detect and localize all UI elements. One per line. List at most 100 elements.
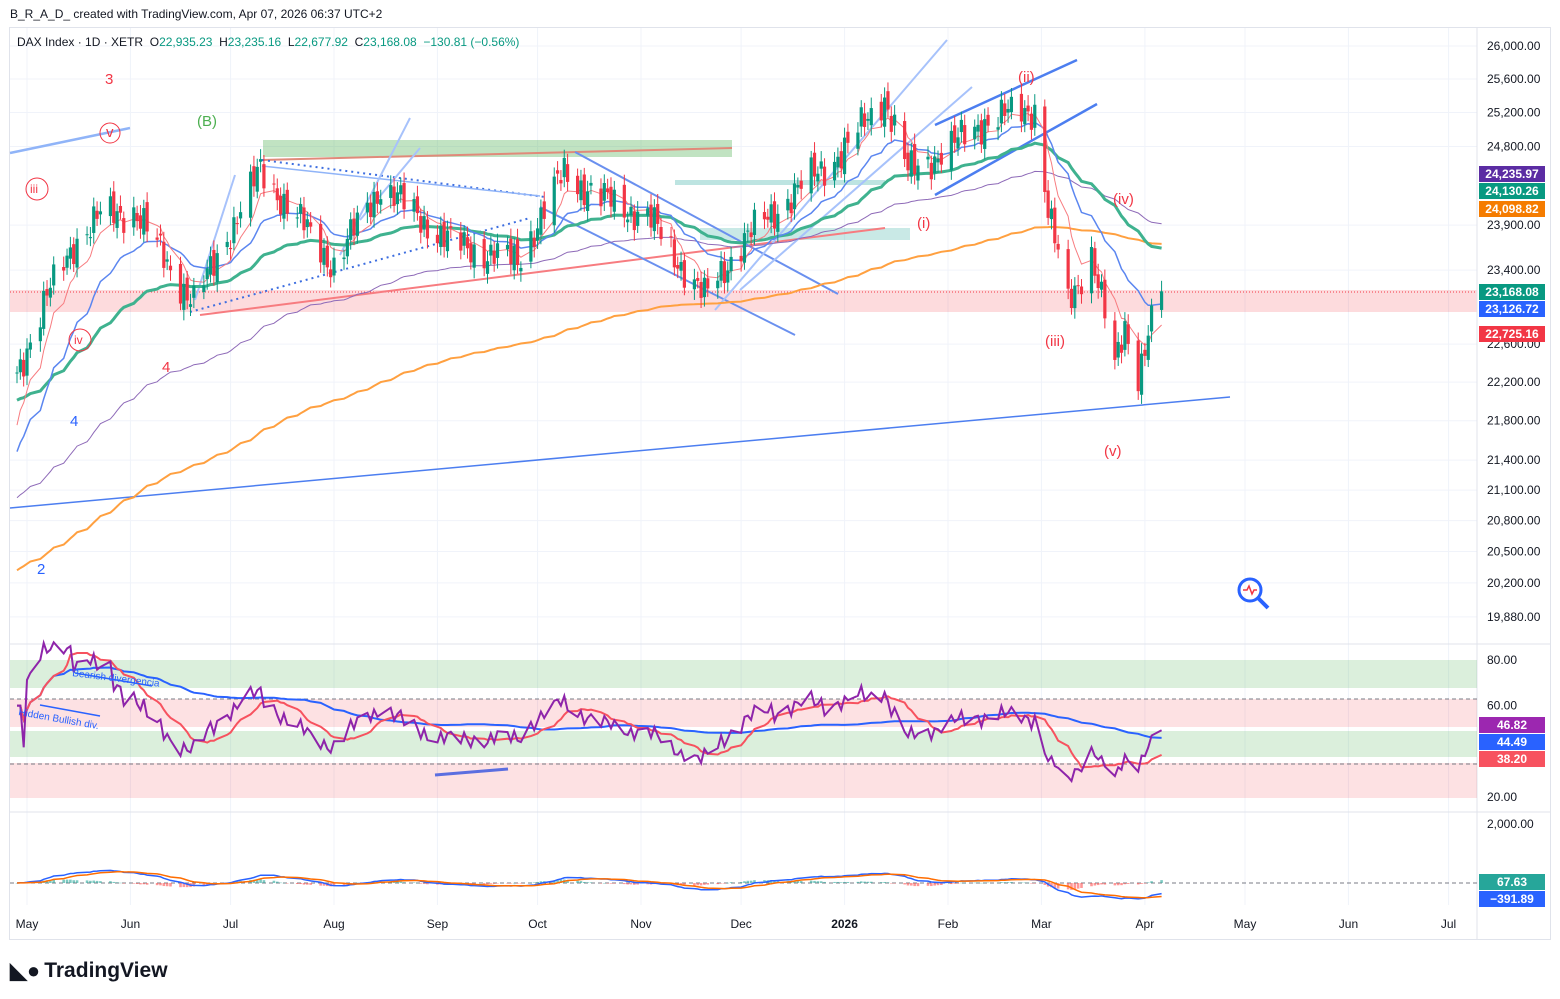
macd-histogram-bar xyxy=(749,880,753,883)
macd-histogram-bar xyxy=(866,881,870,883)
candle-body xyxy=(1009,96,1014,113)
trendline xyxy=(574,151,839,295)
candle-body xyxy=(442,221,446,247)
candle-body xyxy=(676,265,680,269)
price-badge: 44.49 xyxy=(1479,734,1545,750)
macd-histogram-bar xyxy=(576,880,579,883)
candle-body xyxy=(1069,288,1074,309)
candle-body xyxy=(1046,190,1050,218)
candle-body xyxy=(716,280,720,289)
candle-body xyxy=(739,255,743,262)
wave-label: (i) xyxy=(917,215,930,232)
candle-body xyxy=(933,156,937,174)
ma-20 xyxy=(16,121,1162,452)
macd-histogram-bar xyxy=(1003,882,1007,883)
macd-histogram-bar xyxy=(746,880,750,883)
candle-body xyxy=(776,213,780,232)
macd-histogram-bar xyxy=(1006,882,1010,883)
candle-body xyxy=(656,203,660,224)
macd-histogram-bar xyxy=(926,883,930,886)
macd-histogram-bar xyxy=(1050,883,1053,888)
candle-body xyxy=(719,260,723,281)
candle-body xyxy=(435,234,440,244)
macd-histogram-bar xyxy=(883,881,886,883)
candle-body xyxy=(1126,324,1130,344)
macd-histogram-bar xyxy=(633,883,636,885)
macd-histogram-bar xyxy=(202,883,206,886)
candle-body xyxy=(1096,274,1100,289)
macd-histogram-bar xyxy=(960,882,963,884)
channel-line xyxy=(739,86,973,291)
candle-body xyxy=(559,179,563,184)
rsi-zone xyxy=(10,660,1477,688)
wave-label: 4 xyxy=(70,413,78,430)
macd-histogram-bar xyxy=(49,880,52,883)
high-value: 23,235.16 xyxy=(227,35,282,49)
rsi-tick: 80.00 xyxy=(1487,653,1517,667)
candle-body xyxy=(959,119,963,133)
macd-histogram-bar xyxy=(145,883,149,885)
macd-histogram-bar xyxy=(793,880,796,883)
macd-histogram-bar xyxy=(930,883,933,887)
candle-body xyxy=(1066,249,1070,289)
candle-body xyxy=(62,267,66,271)
macd-histogram-bar xyxy=(272,880,276,883)
candle-body xyxy=(742,233,747,263)
macd-histogram-bar xyxy=(836,881,840,883)
divergence-line xyxy=(434,767,509,777)
magnifier-icon[interactable] xyxy=(1237,577,1270,610)
tradingview-logo[interactable]: ◣● TradingView xyxy=(10,958,168,983)
price-tick: 25,200.00 xyxy=(1487,105,1541,119)
macd-histogram-bar xyxy=(322,883,326,886)
candle-body xyxy=(1006,108,1010,113)
macd-histogram-bar xyxy=(696,883,700,886)
price-tick: 24,800.00 xyxy=(1487,140,1541,154)
candle-body xyxy=(996,127,1000,130)
candle-body xyxy=(345,238,349,257)
candle-body xyxy=(859,107,863,127)
candle-body xyxy=(929,162,933,180)
candle-body xyxy=(225,241,229,248)
candle-body xyxy=(115,211,119,228)
candle-body xyxy=(22,359,26,377)
macd-histogram-bar xyxy=(823,881,826,883)
wave-labels: 3 v (B) iii iv 4 4 2 (ii) (i) (iv) (iii)… xyxy=(25,69,1134,578)
candle-body xyxy=(839,151,843,169)
macd-histogram-bar xyxy=(910,883,913,886)
candle-body xyxy=(1079,286,1084,295)
candle-body xyxy=(1113,320,1117,360)
macd-signal-line xyxy=(16,870,1162,899)
candle-body xyxy=(85,234,89,236)
macd-histogram-bar xyxy=(889,883,893,884)
candle-body xyxy=(472,244,476,268)
candle-body xyxy=(469,243,473,263)
candle-body xyxy=(1003,103,1007,116)
macd-histogram-bar xyxy=(132,883,136,884)
macd-histogram-bar xyxy=(75,880,79,883)
macd-histogram-bar xyxy=(1080,883,1083,888)
candle-body xyxy=(489,244,493,256)
candle-body xyxy=(792,183,797,210)
macd-histogram-bar xyxy=(809,880,813,883)
macd-histogram-bar xyxy=(165,883,169,887)
macd-histogram-bar xyxy=(693,883,696,886)
candle-body xyxy=(1119,344,1124,353)
macd-histogram-bar xyxy=(903,883,906,885)
candle-body xyxy=(72,244,76,265)
time-tick: Jul xyxy=(1441,917,1456,931)
candle-body xyxy=(25,348,29,376)
candle-body xyxy=(555,170,560,174)
candle-body xyxy=(699,281,703,298)
candle-body xyxy=(295,217,299,219)
candle-body xyxy=(145,202,149,232)
candle-body xyxy=(395,192,400,205)
candle-body xyxy=(1143,349,1147,356)
macd-histogram-bar xyxy=(1150,881,1153,883)
candle-body xyxy=(646,208,650,216)
candle-body xyxy=(602,183,606,201)
macd-histogram-bar xyxy=(582,881,586,883)
candle-body xyxy=(138,215,143,229)
rsi-zone xyxy=(10,763,1477,798)
macd-histogram-bar xyxy=(139,883,142,885)
